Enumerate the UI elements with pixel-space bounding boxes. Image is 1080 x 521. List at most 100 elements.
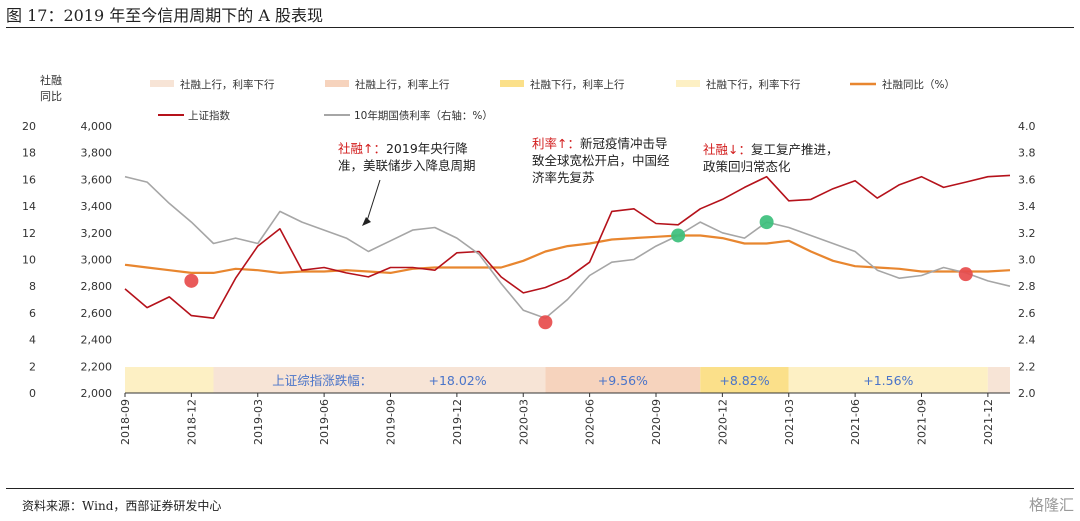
annotation-3-line-1: 社融↓：复工复产推进， [703, 142, 839, 157]
legend-swatch-band-3 [500, 80, 524, 87]
watermark: 格隆汇 [1028, 496, 1074, 514]
mid-tick-2: 3,800 [81, 147, 113, 160]
x-tick-2: 2018-12 [185, 399, 198, 445]
x-tick-4: 2019-06 [318, 399, 331, 445]
right-tick-7: 2.8 [1018, 280, 1036, 293]
x-tick-8: 2020-06 [584, 399, 597, 445]
x-tick-12: 2021-06 [849, 399, 862, 445]
left-tick-8: 6 [29, 307, 36, 320]
mid-tick-4: 3,400 [81, 200, 113, 213]
event-marker-2 [538, 315, 553, 330]
legend-label-band-4: 社融下行，利率下行 [706, 78, 801, 91]
band-2 [213, 367, 546, 393]
legend-label-band-2: 社融上行，利率上行 [355, 78, 450, 91]
x-tick-10: 2020-12 [716, 399, 729, 445]
series-line-1 [124, 234, 1011, 274]
x-tick-6: 2019-12 [451, 399, 464, 445]
series-line-3 [124, 175, 1011, 320]
title-rule [6, 27, 1074, 28]
left-axis-title-1: 社融 [40, 73, 62, 87]
series-lines [124, 174, 1011, 320]
left-tick-7: 8 [29, 280, 36, 293]
annotation-2-text: 新冠疫情冲击导 [580, 136, 668, 151]
annotation-2-line-2: 致全球宽松开启，中国经 [532, 153, 670, 168]
annotation-2-line-3: 济率先复苏 [532, 170, 595, 185]
right-tick-10: 2.2 [1018, 360, 1036, 373]
annotation-1-arrow-head [362, 217, 371, 226]
left-tick-4: 14 [22, 200, 36, 213]
annotation-1-red: 社融↑： [338, 141, 386, 156]
x-tick-11: 2021-03 [783, 399, 796, 445]
annotation-2-line-1: 利率↑：新冠疫情冲击导 [532, 136, 668, 151]
left-tick-11: 0 [29, 387, 36, 400]
legend-label-bond-yield: 10年期国债利率（右轴：%） [354, 109, 493, 122]
band-label-5: +1.56% [863, 373, 913, 388]
band-1 [125, 367, 214, 393]
band-labels: 上证综指涨跌幅： +18.02% +9.56% +8.82% +1.56% [272, 373, 913, 388]
mid-tick-9: 2,400 [81, 334, 113, 347]
x-tick-1: 2018-09 [119, 399, 132, 445]
mid-tick-1: 4,000 [81, 120, 113, 133]
x-ticks: 2018-09 2018-12 2019-03 2019-06 2019-09 2019-… [119, 393, 995, 445]
left-tick-1: 20 [22, 120, 36, 133]
right-tick-8: 2.6 [1018, 307, 1036, 320]
annotation-1-text: 2019年央行降 [386, 141, 468, 156]
annotation-1-arrow-shaft [365, 179, 381, 225]
left-tick-10: 2 [29, 360, 36, 373]
chart: 上证综指涨跌幅： +18.02% +9.56% +8.82% +1.56% 2018-… [22, 73, 1036, 445]
annotation-3-line-2: 政策回归常态化 [703, 159, 791, 174]
annotation-credit-down: 社融↓：复工复产推进， 政策回归常态化 [703, 142, 839, 174]
band-label-2: 上证综指涨跌幅： +18.02% [272, 373, 487, 388]
mid-tick-5: 3,200 [81, 227, 113, 240]
event-marker-5 [958, 267, 973, 282]
x-tick-13: 2021-09 [916, 399, 929, 445]
annotation-3-red: 社融↓： [703, 142, 751, 157]
left-axis-title-2: 同比 [40, 90, 62, 103]
left-tick-2: 18 [22, 147, 36, 160]
source-rule [6, 488, 1074, 489]
mid-tick-8: 2,600 [81, 307, 113, 320]
mid-tick-3: 3,600 [81, 173, 113, 186]
annotation-1-line-1: 社融↑：2019年央行降 [338, 141, 468, 156]
legend-label-credit-yoy: 社融同比（%） [882, 78, 955, 91]
right-tick-3: 3.6 [1018, 173, 1036, 186]
period-bands [125, 367, 1010, 393]
legend-label-sh-index: 上证指数 [188, 109, 230, 122]
band-label-4: +8.82% [719, 373, 769, 388]
event-marker-1 [184, 273, 199, 288]
band-6 [987, 367, 1010, 393]
band-label-3: +9.56% [598, 373, 648, 388]
x-tick-7: 2020-03 [517, 399, 530, 445]
right-tick-11: 2.0 [1018, 387, 1036, 400]
annotation-1-line-2: 准，美联储步入降息周期 [338, 158, 476, 173]
right-tick-5: 3.2 [1018, 227, 1036, 240]
annotation-2-red: 利率↑： [532, 136, 580, 151]
right-tick-1: 4.0 [1018, 120, 1036, 133]
left-tick-9: 4 [29, 334, 36, 347]
right-axis-ticks: 4.0 3.8 3.6 3.4 3.2 3.0 2.8 2.6 2.4 2.2 2.0 [1018, 120, 1036, 400]
annotation-rate-up: 利率↑：新冠疫情冲击导 致全球宽松开启，中国经 济率先复苏 [532, 136, 670, 185]
x-tick-9: 2020-09 [650, 399, 663, 445]
mid-tick-7: 2,800 [81, 280, 113, 293]
legend-swatch-band-2 [325, 80, 349, 87]
legend-swatch-band-1 [150, 80, 174, 87]
right-tick-2: 3.8 [1018, 147, 1036, 160]
event-marker-3 [671, 228, 686, 243]
x-tick-3: 2019-03 [252, 399, 265, 445]
right-tick-4: 3.4 [1018, 200, 1036, 213]
legend-swatch-band-4 [676, 80, 700, 87]
right-tick-9: 2.4 [1018, 334, 1036, 347]
right-tick-6: 3.0 [1018, 254, 1036, 267]
figure-title: 图 17：2019 年至今信用周期下的 A 股表现 [6, 6, 323, 25]
event-markers [184, 215, 973, 330]
band-3 [545, 367, 701, 393]
x-tick-14: 2021-12 [982, 399, 995, 445]
band-5 [788, 367, 988, 393]
x-tick-5: 2019-09 [385, 399, 398, 445]
left-tick-6: 10 [22, 254, 36, 267]
series-line-2 [124, 174, 1011, 320]
left-tick-3: 16 [22, 173, 36, 186]
band-4 [700, 367, 789, 393]
mid-tick-10: 2,200 [81, 360, 113, 373]
